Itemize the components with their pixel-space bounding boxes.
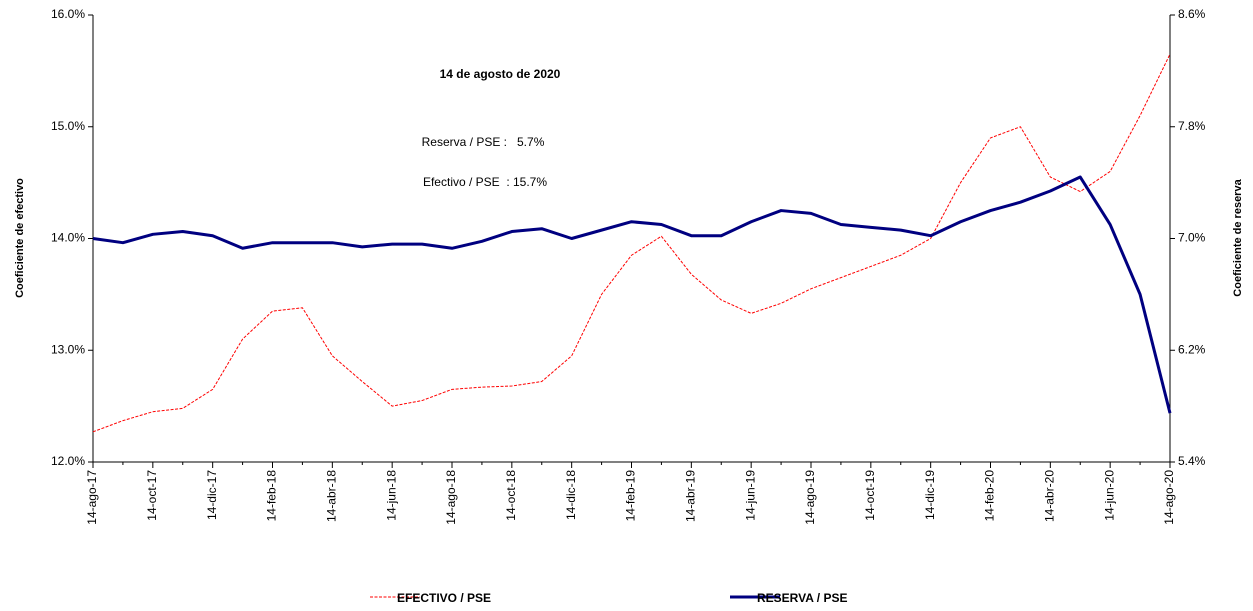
x-tick-label: 14-jun-18 — [384, 470, 398, 521]
annotation: 14 de agosto de 2020 — [440, 67, 561, 81]
legend-label: EFECTIVO / PSE — [397, 591, 491, 605]
x-tick-label: 14-oct-17 — [145, 470, 159, 521]
y2-tick-label: 8.6% — [1178, 7, 1206, 21]
x-tick-label: 14-feb-20 — [983, 470, 997, 522]
y2-tick-label: 7.8% — [1178, 119, 1206, 133]
y2-tick-label: 6.2% — [1178, 342, 1206, 356]
series-line — [92, 53, 1171, 433]
y-tick-label: 14.0% — [51, 231, 85, 245]
x-tick-label: 14-oct-19 — [863, 470, 877, 521]
y-tick-label: 16.0% — [51, 7, 85, 21]
x-tick-label: 14-dic-18 — [564, 470, 578, 520]
x-tick-label: 14-dic-19 — [923, 470, 937, 520]
y2-axis-label: Coeficiente de reserva — [1232, 178, 1244, 296]
annotation: Efectivo / PSE : 15.7% — [423, 175, 547, 189]
x-tick-label: 14-ago-19 — [803, 470, 817, 525]
x-tick-label: 14-abr-19 — [684, 470, 698, 522]
x-tick-label: 14-dic-17 — [205, 470, 219, 520]
x-tick-label: 14-abr-18 — [325, 470, 339, 522]
y-tick-label: 15.0% — [51, 119, 85, 133]
series-line — [92, 175, 1172, 414]
x-tick-label: 14-abr-20 — [1043, 470, 1057, 522]
x-tick-label: 14-ago-20 — [1162, 470, 1176, 525]
x-tick-label: 14-oct-18 — [504, 470, 518, 521]
annotation: Reserva / PSE : 5.7% — [422, 135, 545, 149]
x-tick-label: 14-feb-19 — [624, 470, 638, 522]
legend-label: RESERVA / PSE — [757, 591, 847, 605]
x-tick-label: 14-ago-17 — [85, 470, 99, 525]
y-tick-label: 12.0% — [51, 454, 85, 468]
x-tick-label: 14-jun-19 — [743, 470, 757, 521]
x-tick-label: 14-ago-18 — [444, 470, 458, 525]
y2-tick-label: 5.4% — [1178, 454, 1206, 468]
x-tick-label: 14-feb-18 — [265, 470, 279, 522]
y-tick-label: 13.0% — [51, 342, 85, 356]
y2-tick-label: 7.0% — [1178, 231, 1206, 245]
y-axis-label: Coeficiente de efectivo — [14, 178, 26, 298]
x-tick-label: 14-jun-20 — [1102, 470, 1116, 521]
